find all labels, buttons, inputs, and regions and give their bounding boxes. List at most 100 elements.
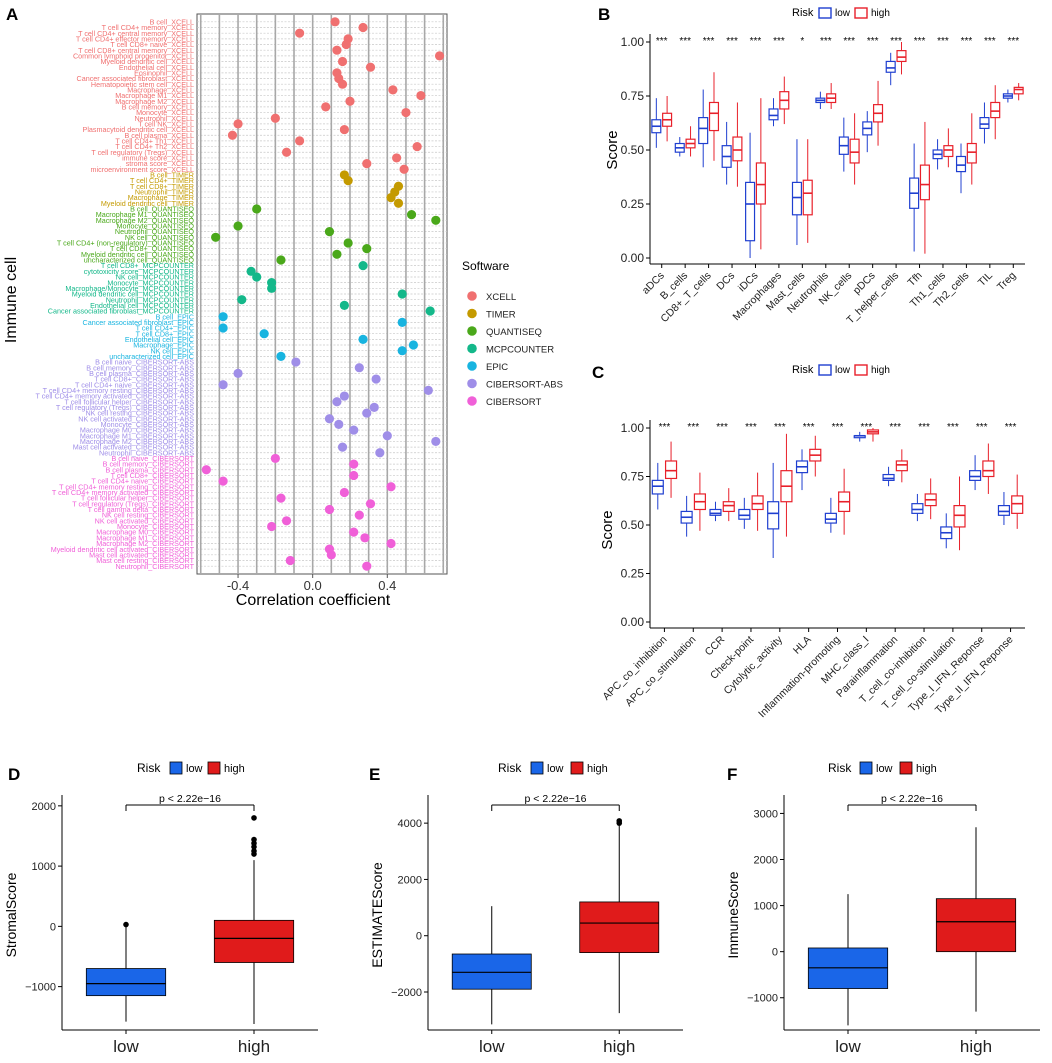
cell-label: T cell CD4+ effector memory_XCELL — [76, 34, 194, 43]
x-tick-label: low — [479, 1037, 505, 1056]
cell-label: T cell CD8+_TIMER — [130, 182, 194, 191]
panel-c-legend-title: Risk — [792, 364, 814, 376]
significance-label: *** — [1007, 36, 1019, 47]
cell-label: T cell CD4+ memory resting_CIBERSORT — [59, 482, 195, 491]
panel-f-legend-title: Risk — [828, 761, 852, 775]
legend-high-label: high — [916, 763, 937, 775]
data-point — [218, 323, 228, 333]
cell-label: T cell CD4+ memory activated_CIBERSORT — [52, 488, 195, 497]
cell-label: Macrophage M1_XCELL — [115, 91, 194, 100]
cell-label: Monocyte_MCPCOUNTER — [107, 278, 194, 287]
significance-label: *** — [984, 36, 996, 47]
x-tick-label: high — [603, 1037, 635, 1056]
cell-label: microenvironment score_XCELL — [91, 165, 194, 174]
cell-label: T cell CD8+_QUANTISEQ — [110, 244, 194, 253]
cell-label: Macrophage M2_CIBERSORT — [96, 539, 194, 548]
panel-f-legend: Risk low high — [828, 761, 937, 775]
data-point — [295, 136, 305, 146]
cell-label: B cell plasma_CIBERSORT — [105, 465, 194, 474]
box-body — [755, 162, 766, 205]
cell-label: B cell_EPIC — [156, 312, 194, 321]
box-body — [997, 505, 1011, 516]
cell-label: T cell CD4+_TIMER — [130, 176, 194, 185]
significance-label: *** — [773, 36, 785, 47]
cell-label: Myeloid dendritic cell activated_CIBERSO… — [51, 545, 195, 554]
legend-label: TIMER — [486, 310, 516, 321]
panel-e-legend-title: Risk — [498, 761, 522, 775]
box-body — [738, 508, 751, 520]
box-body — [732, 136, 743, 162]
x-tick-label: DCs — [714, 270, 737, 293]
outlier-point — [251, 815, 257, 821]
data-point — [339, 300, 349, 310]
box-body — [802, 179, 813, 216]
cell-label: T cell follicular helper_CIBERSORT — [81, 494, 195, 503]
panel-a-x-axis-title: Correlation coefficient — [236, 592, 391, 609]
cell-label: Macrophage M2_CIBERSORT-ABS — [80, 437, 194, 446]
data-point — [270, 113, 280, 123]
cell-label: Monocyte_CIBERSORT — [117, 522, 195, 531]
significance-label: *** — [803, 422, 815, 433]
data-point — [211, 232, 221, 242]
cell-label: Neutrophil_QUANTISEQ — [115, 227, 194, 236]
panel-e: E Risk low high ESTIMATEScore −2000 0 2000… — [369, 761, 683, 1056]
data-point — [375, 448, 385, 458]
data-point — [360, 533, 370, 543]
cell-label: T cell CD8+_CIBERSORT-ABS — [94, 375, 194, 384]
data-point — [354, 363, 364, 373]
y-tick-label: 0 — [772, 947, 778, 959]
legend-label: EPIC — [486, 362, 508, 373]
box-body — [664, 460, 678, 480]
data-point — [397, 346, 407, 356]
cell-label: Macrophage M2_QUANTISEQ — [96, 216, 195, 225]
data-point — [365, 499, 376, 509]
data-point — [267, 521, 277, 532]
panel-a-x-ticks: -0.4 0.0 0.4 — [227, 574, 396, 593]
cell-label: NK cell resting_CIBERSORT-ABS — [85, 409, 194, 418]
legend-low-label: low — [835, 8, 851, 19]
cell-label: uncharacterized cell_EPIC — [109, 352, 194, 361]
cell-label: Neutrophil_XCELL — [134, 114, 194, 123]
panel-b: B Risk low high Score 0.00 0.25 0.50 0.75 1.… — [598, 5, 1025, 326]
x-tick-label: low — [835, 1037, 861, 1056]
significance-label: *** — [918, 422, 930, 433]
data-point — [393, 198, 404, 208]
cell-label: T cell CD8+ central memory_XCELL — [78, 46, 194, 55]
cell-label: T cell CD4+_EPIC — [136, 324, 194, 333]
cell-label: Neutrophil_CIBERSORT-ABS — [99, 448, 194, 457]
panel-a-legend-title: Software — [462, 259, 510, 273]
panel-f-y-axis-title: ImmuneScore — [725, 871, 741, 958]
panel-b-y-axis-title: Score — [604, 130, 621, 169]
data-point — [365, 62, 376, 72]
box-body — [979, 116, 990, 129]
y-tick-label: 1000 — [32, 861, 56, 873]
legend-label: CIBERSORT — [486, 397, 541, 408]
panel-b-letter: B — [598, 5, 610, 24]
data-point — [233, 119, 243, 129]
box-body — [745, 181, 756, 242]
pvalue-label: p < 2.22e−16 — [881, 793, 943, 805]
data-point — [431, 436, 441, 447]
cell-label: Macrophage M0_CIBERSORT — [96, 528, 194, 537]
box-body — [953, 505, 966, 528]
data-point — [276, 255, 286, 265]
cell-label: Cancer associated fibroblast_MCPCOUNTER — [48, 307, 194, 316]
significance-label: *** — [1005, 422, 1017, 433]
cell-label: Endothelial cell_XCELL — [119, 63, 194, 72]
data-point — [349, 425, 359, 435]
legend-dot — [467, 308, 477, 319]
box-body — [698, 116, 709, 145]
panel-d-legend: Risk low high — [137, 761, 245, 775]
cell-label: B cell memory_XCELL — [122, 102, 194, 111]
legend-high-swatch — [854, 364, 868, 376]
panel-a-gridlines — [197, 14, 447, 574]
box-body — [969, 470, 982, 481]
cell-label: B cell plasma_XCELL — [124, 131, 194, 140]
y-tick-label: 1000 — [754, 901, 778, 913]
legend-low-label: low — [186, 763, 203, 775]
box-body — [911, 503, 924, 514]
data-point — [252, 272, 262, 282]
y-tick-label: 2000 — [32, 801, 56, 813]
legend-low-swatch — [169, 761, 183, 775]
box-body — [919, 164, 930, 201]
